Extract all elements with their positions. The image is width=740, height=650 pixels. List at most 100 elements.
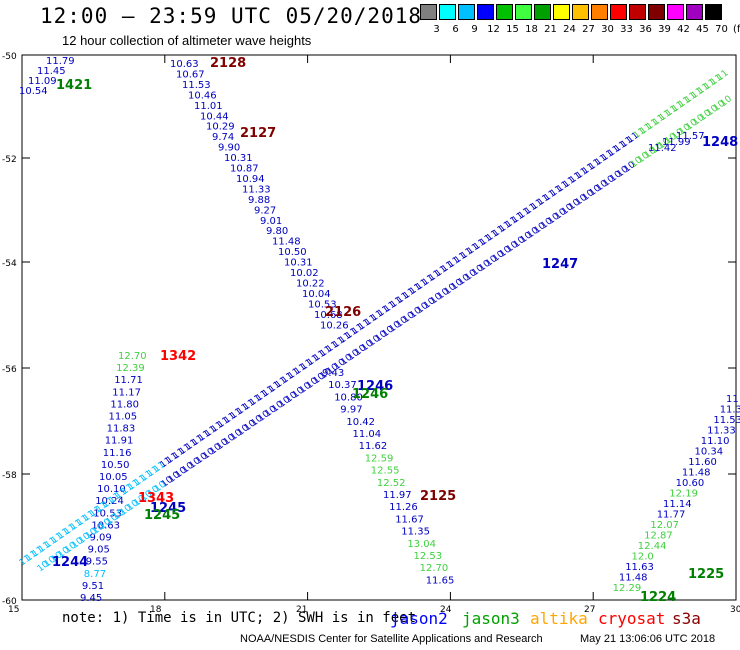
track-value: 11.53	[182, 80, 211, 91]
legend-label: 12	[487, 24, 500, 35]
track-value: 11	[726, 394, 739, 405]
track-value: 9.27	[254, 205, 276, 216]
timestamp: May 21 13:06:06 UTC 2018	[580, 633, 716, 645]
legend-swatch	[420, 4, 437, 20]
longitude-labels: 15 18 21 24 27 30	[8, 605, 740, 615]
track-value: 10.60	[676, 478, 705, 489]
pass-id-label: 1248	[702, 135, 738, 150]
legend-label: 6	[452, 24, 459, 35]
pass-id-label: 1421	[56, 78, 92, 93]
track-value: 10.02	[290, 268, 319, 279]
legend-label: 45	[696, 24, 709, 35]
lat-label: -54	[2, 259, 17, 269]
track-value: 12.52	[377, 478, 406, 489]
footer-note: note: 1) Time is in UTC; 2) SWH is in fe…	[62, 610, 417, 626]
legend-swatch	[458, 4, 475, 20]
satellite-jason2-label: jason2	[390, 609, 448, 628]
satellite-tracks: 11.7911.4511.0910.5410.6310.6711.5310.46…	[18, 56, 740, 604]
track-value: 9.74	[212, 132, 234, 143]
lon-label: 24	[440, 605, 452, 615]
legend-swatch	[496, 4, 513, 20]
track-value: 11.48	[682, 468, 711, 479]
legend-label: 33	[620, 24, 633, 35]
track-value: 12.29	[613, 583, 642, 594]
track-value: 11.83	[107, 424, 136, 435]
track-value: 11.09	[28, 76, 57, 87]
track-value: 11.48	[272, 237, 301, 248]
legend-label: 27	[582, 24, 595, 35]
credit-line: NOAA/NESDIS Center for Satellite Applica…	[240, 633, 543, 645]
legend-swatch	[591, 4, 608, 20]
track-value: 11.63	[625, 562, 654, 573]
legend-swatch	[553, 4, 570, 20]
track-value: 12.59	[365, 453, 394, 464]
track-value: 11.26	[389, 502, 418, 513]
track-value: 11.77	[657, 510, 686, 521]
track-value: 9.51	[82, 581, 104, 592]
lon-label: 21	[296, 605, 307, 615]
legend-swatch	[515, 4, 532, 20]
track-value: 8.77	[84, 569, 106, 580]
track-value: 11.42	[648, 143, 677, 154]
legend-swatch	[610, 4, 627, 20]
legend-swatch	[439, 4, 456, 20]
track-value: 9.55	[86, 557, 108, 568]
legend-label: 30	[601, 24, 614, 35]
legend-label: (ft)	[732, 24, 740, 35]
legend-label: 21	[544, 24, 557, 35]
satellite-jason3-label: jason3	[462, 609, 520, 628]
track-value: 10.94	[236, 174, 265, 185]
track-value: 10.63	[91, 520, 120, 531]
satellite-cryosat-label: cryosat	[598, 609, 666, 628]
lat-label: -56	[2, 365, 17, 375]
pass-id-label: 2126	[325, 305, 361, 320]
pass-id-label: 1246	[357, 379, 393, 394]
pass-id-label: 2127	[240, 126, 276, 141]
track-value: 11.99	[662, 137, 691, 148]
track-value: 10.68	[314, 310, 343, 321]
track-value: 11.62	[359, 441, 388, 452]
legend-swatch	[477, 4, 494, 20]
axis-ticks	[21, 54, 737, 601]
track-value: 11.97	[383, 490, 412, 501]
track-value: 10.29	[206, 122, 235, 133]
track-value: 10.22	[296, 278, 325, 289]
track-value: 10.80	[334, 392, 363, 403]
track-value: 10.31	[224, 153, 253, 164]
pass-id-label: 1343	[138, 491, 174, 506]
track-value: 11.16	[103, 448, 132, 459]
track-value: 13.04	[407, 539, 436, 550]
legend-label: 36	[639, 24, 652, 35]
track-value: 11.33	[242, 184, 271, 195]
track-value: 12.39	[116, 363, 145, 374]
pass-id-label: 1245	[150, 501, 186, 516]
track-value: 10.05	[99, 472, 128, 483]
legend-label: 39	[658, 24, 671, 35]
pass-id-label: 1225	[688, 567, 724, 582]
track-value: 9.01	[260, 216, 282, 227]
legend-swatch	[534, 4, 551, 20]
track-value: 10.53	[93, 508, 122, 519]
track-value: 12.70	[420, 563, 449, 574]
track-value: 10.46	[188, 90, 217, 101]
track-value: 10.42	[346, 417, 375, 428]
legend-swatch	[629, 4, 646, 20]
page-subtitle: 12 hour collection of altimeter wave hei…	[62, 33, 312, 48]
legend-label: 15	[506, 24, 519, 35]
track-value: 11.04	[353, 429, 382, 440]
legend-label: 9	[471, 24, 478, 35]
pass-id-label: 1247	[542, 257, 578, 272]
track-value: 11.05	[109, 412, 138, 423]
track-value: 11.48	[619, 573, 648, 584]
track-value: 10.53	[308, 299, 337, 310]
legend-swatch	[705, 4, 722, 20]
track-value: 12.44	[638, 541, 667, 552]
legend-label: 3	[433, 24, 440, 35]
lon-label: 27	[584, 605, 595, 615]
track-value: 11.14	[663, 499, 692, 510]
track-value: 10.04	[302, 289, 331, 300]
track-value: 11.65	[426, 575, 455, 586]
legend-label: 24	[563, 24, 576, 35]
track-value: 9.05	[88, 545, 110, 556]
